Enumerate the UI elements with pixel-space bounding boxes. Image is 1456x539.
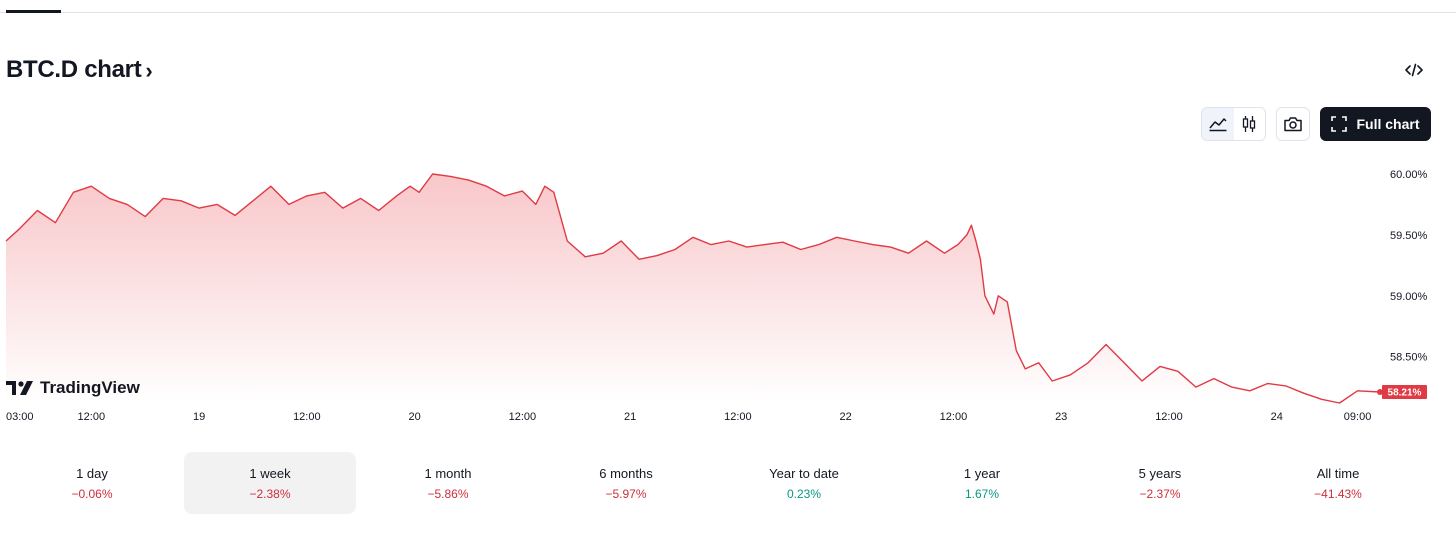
tradingview-logo[interactable]: TradingView (6, 378, 140, 398)
y-tick-label: 59.50% (1390, 230, 1428, 242)
y-tick-label: 60.00% (1390, 169, 1428, 181)
x-tick-label: 21 (624, 411, 636, 423)
period-change: −41.43% (1314, 486, 1362, 501)
camera-icon (1284, 117, 1302, 132)
page-title: BTC.D chart (6, 56, 142, 83)
last-price-dot (1377, 389, 1383, 395)
snapshot-button[interactable] (1276, 107, 1310, 141)
chevron-right-icon: › (145, 57, 153, 83)
embed-code-button[interactable] (1398, 56, 1430, 84)
x-tick-label: 20 (408, 411, 420, 423)
period-5-years[interactable]: 5 years −2.37% (1074, 452, 1246, 514)
x-tick-label: 12:00 (1155, 411, 1183, 423)
period-change: −2.37% (1139, 486, 1181, 501)
tradingview-logo-icon (6, 381, 33, 395)
period-label: 1 month (424, 465, 472, 481)
x-tick-label: 12:00 (724, 411, 752, 423)
candlestick-icon (1243, 116, 1256, 132)
full-chart-button[interactable]: Full chart (1320, 107, 1431, 141)
tab-underline (0, 12, 1456, 13)
price-area (6, 174, 1380, 403)
period-1-day[interactable]: 1 day −0.06% (6, 452, 178, 514)
x-tick-label: 03:00 (6, 411, 34, 423)
period-label: 5 years (1138, 465, 1182, 481)
period-selector: 1 day −0.06% 1 week −2.38% 1 month −5.86… (6, 452, 1446, 514)
period-label: All time (1316, 465, 1360, 481)
period-change: 0.23% (786, 486, 822, 501)
period-change: −5.97% (605, 486, 647, 501)
period-label: 1 year (963, 465, 1001, 481)
y-tick-label: 59.00% (1390, 291, 1428, 303)
last-price-tag: 58.21% (1382, 385, 1427, 399)
period-1-year[interactable]: 1 year 1.67% (896, 452, 1068, 514)
x-tick-label: 19 (193, 411, 205, 423)
btc-dominance-chart[interactable]: 60.00% 59.50% 59.00% 58.50% 03:00 12:00 19 12:… (0, 150, 1456, 430)
period-label: 6 months (599, 465, 653, 481)
x-tick-label: 24 (1271, 411, 1283, 423)
price-line (5, 173, 1381, 404)
active-tab-indicator (6, 10, 61, 13)
x-tick-label: 09:00 (1344, 411, 1372, 423)
period-1-month[interactable]: 1 month −5.86% (362, 452, 534, 514)
x-tick-label: 23 (1055, 411, 1067, 423)
period-label: 1 day (76, 465, 108, 481)
x-tick-label: 12:00 (293, 411, 321, 423)
logo-text: TradingView (40, 378, 140, 397)
x-tick-label: 12:00 (78, 411, 106, 423)
candlestick-chart-button[interactable] (1234, 108, 1266, 140)
period-change: −5.86% (427, 486, 469, 501)
chart-style-toggle (1201, 107, 1266, 141)
fullscreen-icon (1331, 116, 1348, 132)
period-all-time[interactable]: All time −41.43% (1252, 452, 1424, 514)
area-chart-icon (1209, 118, 1227, 132)
y-tick-label: 58.50% (1390, 352, 1428, 364)
last-price-label: 58.21% (1388, 388, 1422, 399)
period-label: Year to date (769, 465, 839, 481)
x-tick-label: 12:00 (940, 411, 968, 423)
period-6-months[interactable]: 6 months −5.97% (540, 452, 712, 514)
full-chart-label: Full chart (1356, 116, 1420, 132)
x-tick-label: 12:00 (509, 411, 537, 423)
period-1-week[interactable]: 1 week −2.38% (184, 452, 356, 514)
period-change: −0.06% (71, 486, 113, 501)
period-change: −2.38% (249, 486, 291, 501)
chart-title-link[interactable]: BTC.D chart › (6, 56, 153, 84)
period-year-to-date[interactable]: Year to date 0.23% (718, 452, 890, 514)
period-change: 1.67% (964, 486, 1000, 501)
x-tick-label: 22 (840, 411, 852, 423)
period-label: 1 week (249, 465, 291, 481)
area-chart-button[interactable] (1202, 108, 1234, 140)
code-icon (1405, 63, 1423, 77)
